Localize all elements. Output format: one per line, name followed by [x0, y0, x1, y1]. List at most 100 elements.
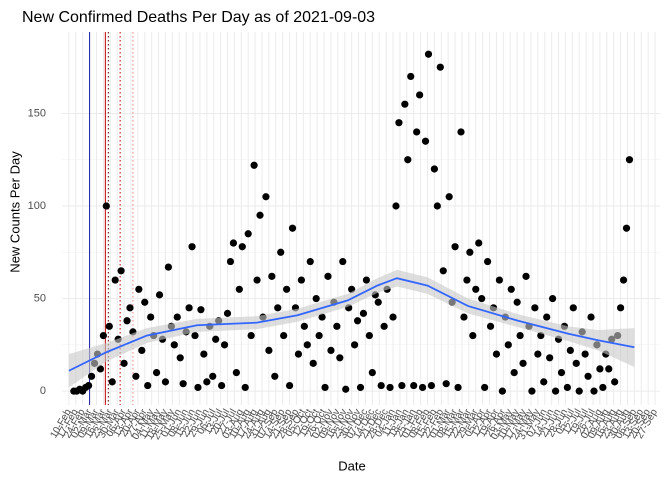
- point: [478, 294, 486, 303]
- point: [212, 335, 220, 343]
- point: [274, 304, 282, 312]
- point: [235, 285, 243, 293]
- point: [563, 383, 571, 392]
- point: [424, 50, 433, 58]
- point: [469, 331, 477, 340]
- point: [359, 309, 368, 317]
- point: [498, 387, 506, 395]
- point: [324, 272, 332, 280]
- point: [566, 346, 574, 354]
- point: [220, 341, 229, 349]
- point: [616, 304, 625, 312]
- point: [108, 378, 116, 386]
- point: [377, 381, 385, 390]
- point: [303, 341, 311, 349]
- point: [288, 224, 297, 232]
- point: [176, 354, 184, 362]
- point: [327, 346, 335, 354]
- point: [312, 294, 320, 303]
- point: [200, 350, 208, 358]
- point: [389, 313, 397, 321]
- point: [197, 306, 205, 314]
- point: [170, 341, 178, 349]
- point: [401, 100, 409, 108]
- point: [321, 383, 329, 392]
- point: [152, 369, 161, 377]
- point: [605, 365, 613, 373]
- point: [611, 378, 619, 386]
- point: [353, 317, 362, 325]
- point: [472, 285, 480, 293]
- point: [416, 91, 424, 99]
- point: [587, 313, 595, 321]
- point: [619, 276, 628, 284]
- point: [96, 365, 105, 373]
- point: [451, 243, 459, 251]
- point: [495, 276, 504, 284]
- point: [531, 304, 539, 312]
- point: [117, 267, 125, 275]
- point: [132, 372, 140, 380]
- point: [339, 257, 347, 266]
- point: [250, 161, 258, 169]
- point: [457, 128, 465, 136]
- point: [510, 369, 518, 377]
- point: [516, 331, 524, 340]
- point: [590, 387, 598, 395]
- point: [374, 298, 382, 306]
- y-axis-label: New Counts Per Day: [7, 151, 22, 273]
- point: [625, 156, 634, 164]
- point: [581, 350, 589, 358]
- point: [596, 365, 604, 373]
- point: [164, 263, 172, 271]
- point: [540, 378, 548, 386]
- point: [309, 359, 317, 367]
- point: [126, 304, 134, 312]
- point: [380, 322, 388, 330]
- point: [350, 341, 359, 349]
- point: [285, 381, 294, 390]
- point: [569, 304, 577, 312]
- point: [194, 383, 202, 392]
- point: [318, 313, 326, 321]
- point: [534, 350, 542, 358]
- point: [551, 387, 560, 395]
- point: [572, 359, 580, 367]
- point: [161, 378, 170, 386]
- point: [486, 322, 495, 330]
- point: [144, 381, 152, 390]
- point: [141, 298, 149, 306]
- point: [84, 381, 93, 390]
- point: [262, 193, 270, 201]
- point: [342, 385, 350, 393]
- point: [277, 248, 285, 256]
- point: [102, 202, 110, 210]
- y-tick-label: 50: [34, 292, 46, 304]
- point: [546, 354, 554, 362]
- point: [247, 331, 255, 340]
- x-axis-label: Date: [338, 458, 365, 473]
- point: [232, 369, 240, 377]
- point: [584, 372, 592, 380]
- point: [368, 369, 376, 377]
- point: [268, 272, 276, 280]
- point: [300, 322, 308, 330]
- point: [404, 156, 412, 164]
- point: [442, 380, 450, 388]
- point: [188, 243, 196, 251]
- point: [315, 331, 323, 340]
- point: [513, 298, 521, 306]
- point: [395, 119, 403, 127]
- point: [209, 372, 217, 380]
- point: [123, 317, 131, 325]
- point: [557, 369, 566, 377]
- point: [203, 378, 211, 386]
- point: [549, 294, 557, 303]
- point: [271, 372, 279, 380]
- point: [120, 359, 128, 367]
- point: [466, 248, 474, 256]
- point: [111, 276, 119, 284]
- point: [460, 313, 468, 321]
- point: [365, 331, 373, 340]
